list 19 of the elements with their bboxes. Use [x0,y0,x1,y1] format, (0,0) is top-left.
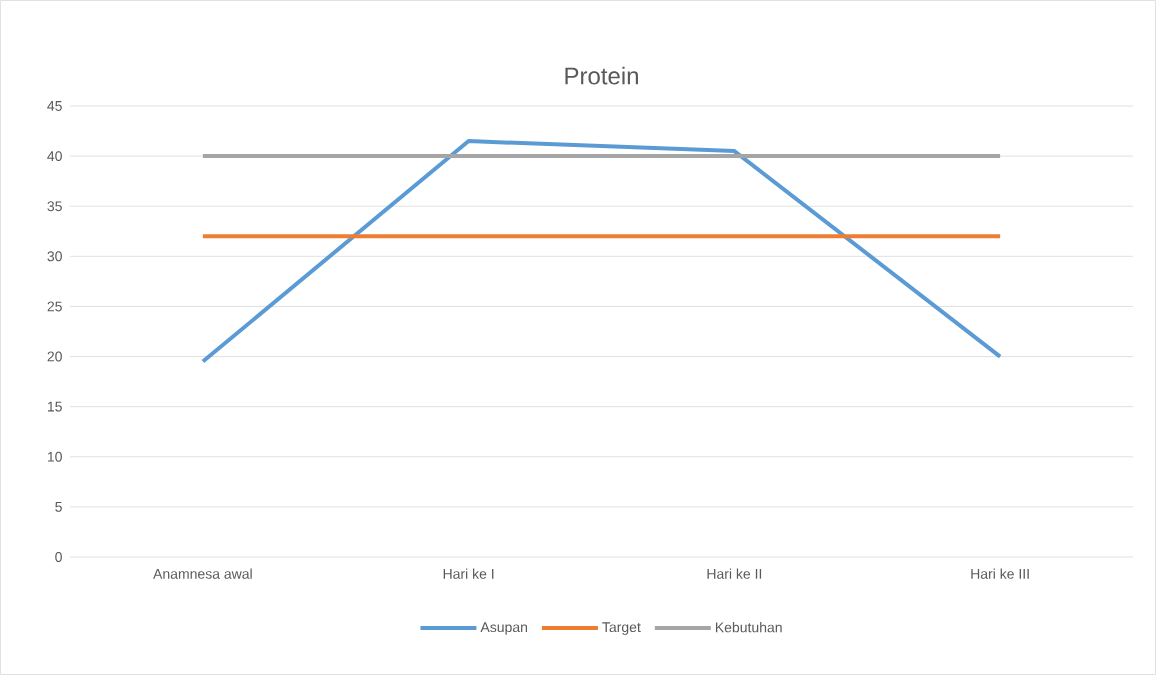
y-tick-label: 0 [55,552,62,562]
y-tick-label: 30 [47,251,62,262]
y-tick-label: 15 [47,401,62,412]
y-tick-label: 20 [47,351,62,362]
line-series [200,139,1003,364]
y-tick-label: 10 [47,451,62,462]
x-tick-label: Hari ke II [707,568,762,579]
x-tick-label: Hari ke I [443,568,494,579]
legend-label: Kebutuhan [715,622,782,633]
legend-label: Target [602,622,641,635]
x-tick-label: Hari ke III [971,568,1029,579]
y-tick-label: 40 [47,151,62,162]
y-tick-label: 45 [47,101,62,111]
x-tick-label: Anamnesa awal [153,568,252,579]
y-tick-label: 5 [55,502,62,512]
y-tick-label: 35 [47,201,62,212]
chart-title: Protein [565,66,638,85]
legend-label: Asupan [480,622,528,635]
y-tick-label: 25 [47,301,62,312]
